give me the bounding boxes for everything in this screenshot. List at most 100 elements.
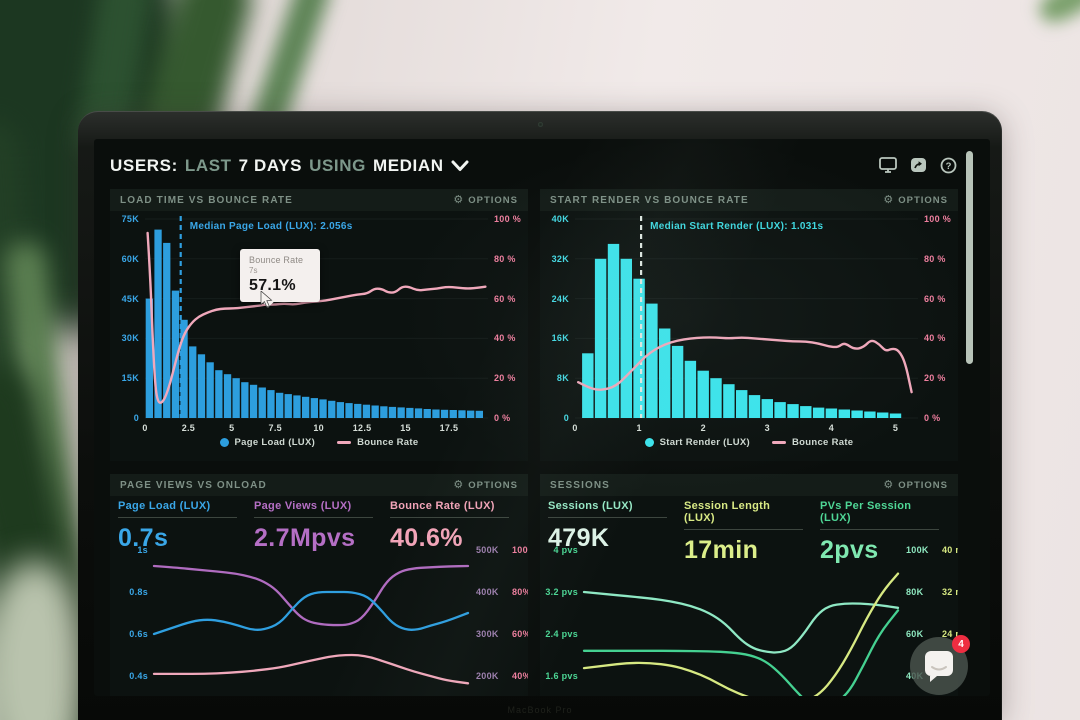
legend-item-line[interactable]: Bounce Rate [337,437,418,448]
panel-start-render-vs-bounce-rate: START RENDER VS BOUNCE RATE ⚙ OPTIONS Me… [540,189,958,461]
axis-label: 0.4s [129,671,148,681]
axis-label: 5 [229,423,235,433]
options-button[interactable]: ⚙ OPTIONS [883,478,948,491]
chart-legend: Start Render (LUX) Bounce Rate [540,437,958,448]
panel-load-time-vs-bounce-rate: LOAD TIME VS BOUNCE RATE ⚙ OPTIONS Media… [110,189,528,461]
topbar-icons: ? [878,157,958,175]
metric-session-length: Session Length (LUX) 17min [684,500,803,565]
axis-label: 1s [137,545,148,555]
axis-label: 60% [512,629,528,639]
panel-header: START RENDER VS BOUNCE RATE ⚙ OPTIONS [540,189,958,211]
axis-label: 0.8s [129,587,148,597]
chart-legend: Page Load (LUX) Bounce Rate [110,437,528,448]
sessions-line-chart[interactable] [540,496,958,696]
options-button[interactable]: ⚙ OPTIONS [883,193,948,206]
axis-label: 0 [133,413,139,423]
laptop-brand-text: MacBook Pro [507,705,573,715]
axis-label: 5 [892,423,899,433]
plant-leaf [0,560,90,720]
axis-label: 80 % [494,253,516,264]
axis-label: 24 min [942,629,958,639]
users-filter-dropdown[interactable]: USERS: LAST 7 DAYS USING MEDIAN [110,156,469,176]
axis-label: 0.6s [129,629,148,639]
header-using: USING [309,156,366,175]
legend-item-line[interactable]: Bounce Rate [772,437,853,448]
axis-label: 0 [572,423,578,433]
gear-icon: ⚙ [883,193,895,206]
display-icon[interactable] [878,157,898,175]
axis-label: 15K [121,373,139,384]
options-button[interactable]: ⚙ OPTIONS [453,193,518,206]
panel-title: START RENDER VS BOUNCE RATE [550,194,749,206]
axis-label: 45K [121,293,139,304]
header-median: MEDIAN [372,156,444,175]
metric-page-views: Page Views (LUX) 2.7Mpvs [254,500,373,553]
axis-label: 17.5 [439,423,459,433]
axis-label: 3 [764,423,770,433]
metrics-row: Page Load (LUX) 0.7s Page Views (LUX) 2.… [118,500,509,553]
axis-label: 0 [142,423,148,433]
axis-label: 2.4 pvs [545,629,578,639]
axis-label: 60K [121,253,139,264]
axis-label: 60K [906,629,924,639]
axis-label: 40 min [942,545,958,555]
notification-badge: 4 [952,635,970,653]
legend-line-icon [337,441,352,444]
median-annotation: Median Page Load (LUX): 2.056s [189,221,353,232]
page-views-line-chart[interactable] [110,496,528,696]
panel-header: LOAD TIME VS BOUNCE RATE ⚙ OPTIONS [110,189,528,211]
chart-area: Page Load (LUX) 0.7s Page Views (LUX) 2.… [110,496,528,696]
legend-line-icon [772,441,786,444]
svg-text:?: ? [945,161,951,172]
axis-label: 4 pvs [553,545,578,555]
metric-page-load: Page Load (LUX) 0.7s [118,500,237,553]
chevron-down-icon [451,160,469,171]
dashboard-screen: USERS: LAST 7 DAYS USING MEDIAN [94,139,990,696]
dashboard-topbar: USERS: LAST 7 DAYS USING MEDIAN [110,153,974,179]
panel-header: PAGE VIEWS VS ONLOAD ⚙ OPTIONS [110,474,528,496]
metric-pvs-per-session: PVs Per Session (LUX) 2pvs [820,500,939,565]
axis-label: 60 % [494,293,516,304]
panel-header: SESSIONS ⚙ OPTIONS [540,474,958,496]
scrollbar-thumb[interactable] [966,151,973,364]
axis-label: 0 % [494,413,511,423]
chart-area: Median Start Render (LUX): 1.031s Start … [540,211,958,461]
axis-label: 100K [906,545,929,555]
tooltip-value: 57.1% [249,277,296,294]
panel-sessions: SESSIONS ⚙ OPTIONS Sessions (LUX) 479K S… [540,474,958,696]
axis-label: 8K [556,373,569,384]
panel-title: LOAD TIME VS BOUNCE RATE [120,194,293,206]
axis-label: 20 % [924,373,946,384]
start-render-histogram-chart[interactable] [540,211,958,461]
axis-label: 300K [476,629,499,639]
header-users: USERS: [110,156,178,175]
options-button[interactable]: ⚙ OPTIONS [453,478,518,491]
panel-title: SESSIONS [550,479,610,491]
legend-dot-icon [644,438,654,447]
chart-tooltip: Bounce Rate 7s 57.1% [240,249,320,302]
axis-label: 100 % [924,214,952,224]
axis-label: 12.5 [352,423,372,433]
metric-bounce-rate: Bounce Rate (LUX) 40.6% [390,500,509,553]
gear-icon: ⚙ [453,193,465,206]
axis-label: 40 % [924,333,946,344]
legend-item-bars[interactable]: Page Load (LUX) [219,437,316,448]
share-icon[interactable] [908,157,928,175]
header-last: LAST [184,156,232,175]
plant-leaf [0,118,63,720]
axis-label: 16K [551,333,569,344]
median-annotation: Median Start Render (LUX): 1.031s [650,221,824,232]
help-icon[interactable]: ? [938,157,958,175]
laptop: USERS: LAST 7 DAYS USING MEDIAN [78,111,1002,720]
axis-label: 1.6 pvs [545,671,578,681]
load-time-histogram-chart[interactable] [110,211,528,461]
chart-area: Sessions (LUX) 479K Session Length (LUX)… [540,496,958,696]
gear-icon: ⚙ [453,478,465,491]
axis-label: 80K [906,587,924,597]
axis-label: 2 [700,423,706,433]
axis-label: 32K [551,253,569,264]
chat-widget-button[interactable]: 4 [910,635,970,695]
legend-item-bars[interactable]: Start Render (LUX) [644,437,750,448]
panel-title: PAGE VIEWS VS ONLOAD [120,479,267,491]
axis-label: 100 % [494,214,522,224]
